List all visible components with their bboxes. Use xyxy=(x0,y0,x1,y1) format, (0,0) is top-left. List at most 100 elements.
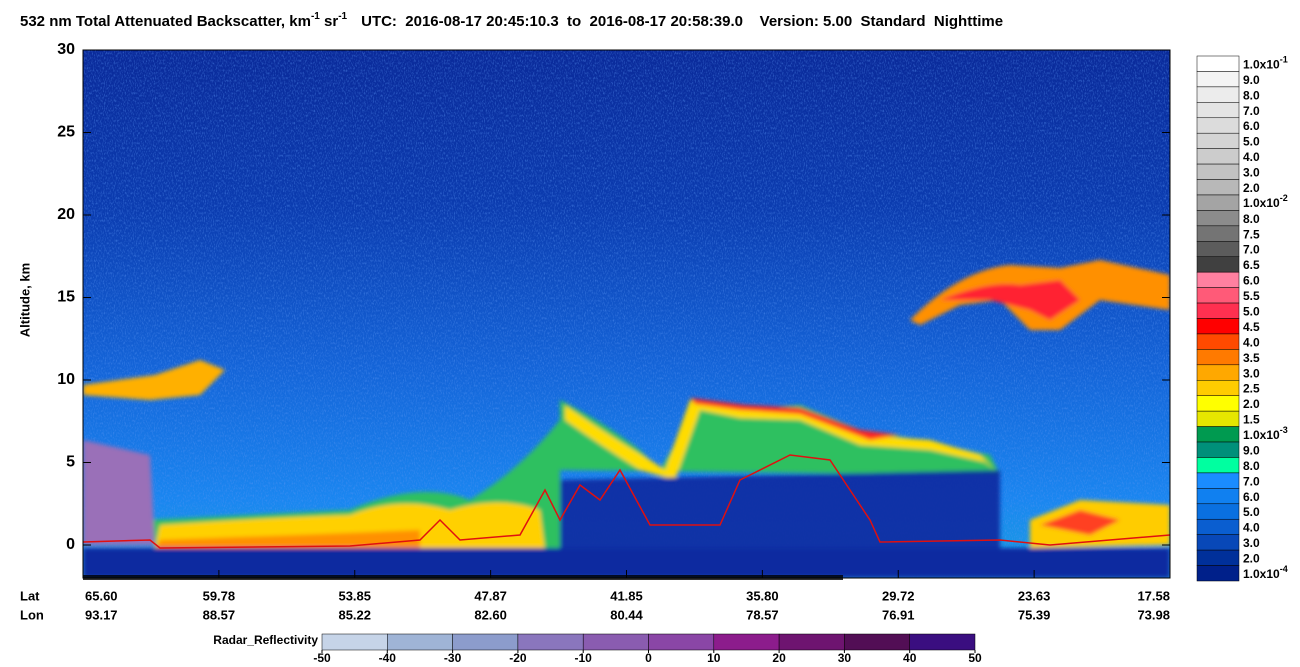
lon-title: Lon xyxy=(20,607,44,622)
lat-label: 53.85 xyxy=(338,588,371,603)
colorbar-label-exponent: -3 xyxy=(1280,425,1288,435)
colorbar-label: 3.5 xyxy=(1243,351,1260,365)
radar-cell xyxy=(582,633,649,651)
colorbar-label: 5.0 xyxy=(1243,304,1260,318)
lat-label: 47.87 xyxy=(474,588,507,603)
colorbar-cell xyxy=(1196,488,1240,505)
colorbar-label: 4.5 xyxy=(1243,320,1260,334)
radar-cell xyxy=(387,633,453,651)
colorbar-cell xyxy=(1196,318,1240,335)
radar-cell xyxy=(517,633,584,651)
colorbar-label-mantissa: 1.0x10 xyxy=(1243,567,1280,581)
colorbar-label: 2.0 xyxy=(1243,552,1260,566)
colorbar-cell xyxy=(1196,534,1240,551)
colorbar-cell xyxy=(1196,503,1240,520)
colorbar-label: 3.0 xyxy=(1243,366,1260,380)
radar-tick-label: -20 xyxy=(509,651,527,665)
colorbar-cell xyxy=(1196,457,1240,474)
colorbar-label: 7.0 xyxy=(1243,104,1260,118)
colorbar-cell xyxy=(1196,426,1240,443)
colorbar-cell xyxy=(1196,179,1240,196)
y-axis-label: Altitude, km xyxy=(17,263,32,337)
colorbar-label: 7.5 xyxy=(1243,227,1260,241)
colorbar-cell xyxy=(1196,349,1240,366)
colorbar-label-exponent: -1 xyxy=(1280,55,1288,65)
colorbar-cell xyxy=(1196,380,1240,396)
radar-cell xyxy=(648,633,715,651)
lon-label: 82.60 xyxy=(474,607,507,622)
colorbar-cell xyxy=(1196,333,1240,350)
colorbar-label: 6.0 xyxy=(1243,274,1260,288)
radar-cell xyxy=(713,633,780,651)
colorbar-cell xyxy=(1196,441,1240,458)
colorbar-cell xyxy=(1196,210,1240,227)
surface-flag xyxy=(83,575,843,580)
colorbar-label: 9.0 xyxy=(1243,443,1260,457)
colorbar-label-mantissa: 1.0x10 xyxy=(1243,196,1280,210)
lon-label: 73.98 xyxy=(1137,607,1170,622)
colorbar-label: 7.0 xyxy=(1243,243,1260,257)
colorbar-cell xyxy=(1196,102,1240,119)
radar-cell xyxy=(321,633,388,651)
colorbar-label: 8.0 xyxy=(1243,459,1260,473)
lat-label: 29.72 xyxy=(882,588,915,603)
y-tick-label: 15 xyxy=(57,289,75,306)
radar-cell xyxy=(778,633,845,651)
colorbar-cell xyxy=(1196,271,1240,288)
lat-label: 23.63 xyxy=(1018,588,1051,603)
colorbar-label: 5.5 xyxy=(1243,289,1260,303)
colorbar-label-mantissa: 1.0x10 xyxy=(1243,428,1280,442)
lat-label: 17.58 xyxy=(1137,588,1170,603)
colorbar-label-exponent: -4 xyxy=(1280,564,1288,574)
colorbar-cell xyxy=(1196,241,1240,257)
colorbar-cell xyxy=(1196,55,1240,72)
lon-label: 76.91 xyxy=(882,607,915,622)
y-tick-label: 30 xyxy=(57,41,75,58)
colorbar-cell xyxy=(1196,256,1240,273)
colorbar: 1.0x10-19.08.07.06.05.04.03.02.01.0x10-2… xyxy=(1196,55,1288,582)
title: 532 nm Total Attenuated Backscatter, km-… xyxy=(20,11,1003,30)
radar-tick-label: 0 xyxy=(645,651,652,665)
colorbar-label: 3.0 xyxy=(1243,166,1260,180)
y-tick-label: 5 xyxy=(66,454,75,471)
colorbar-label: 1.0x10-1 xyxy=(1243,55,1288,72)
colorbar-cell xyxy=(1196,148,1240,165)
lon-label: 78.57 xyxy=(746,607,779,622)
colorbar-label: 6.0 xyxy=(1243,119,1260,133)
colorbar-label: 2.5 xyxy=(1243,382,1260,396)
lat-label: 59.78 xyxy=(203,588,236,603)
colorbar-label: 4.0 xyxy=(1243,150,1260,164)
colorbar-cell xyxy=(1196,395,1240,412)
colorbar-label: 6.5 xyxy=(1243,258,1260,272)
y-tick-label: 20 xyxy=(57,206,75,223)
colorbar-cell xyxy=(1196,71,1240,88)
colorbar-cell xyxy=(1196,302,1240,319)
colorbar-label: 3.0 xyxy=(1243,536,1260,550)
colorbar-label: 2.0 xyxy=(1243,181,1260,195)
colorbar-label: 9.0 xyxy=(1243,73,1260,87)
colorbar-label-exponent: -2 xyxy=(1280,194,1288,204)
radar-tick-label: -40 xyxy=(379,651,397,665)
radar-tick-label: 10 xyxy=(707,651,721,665)
lat-label: 35.80 xyxy=(746,588,779,603)
radar-tick-label: -50 xyxy=(313,651,331,665)
colorbar-label: 1.0x10-2 xyxy=(1243,194,1288,211)
colorbar-cell xyxy=(1196,132,1240,149)
curtain-image xyxy=(83,50,1170,578)
colorbar-label: 7.0 xyxy=(1243,474,1260,488)
lat-label: 41.85 xyxy=(610,588,643,603)
radar-cell xyxy=(844,633,910,651)
colorbar-label: 4.0 xyxy=(1243,335,1260,349)
radar-cell xyxy=(909,633,976,651)
colorbar-cell xyxy=(1196,565,1240,582)
colorbar-cell xyxy=(1196,86,1240,103)
colorbar-cell xyxy=(1196,163,1240,180)
profile-line xyxy=(83,454,1170,549)
colorbar-cell xyxy=(1196,287,1240,304)
colorbar-label: 1.0x10-4 xyxy=(1243,564,1288,581)
colorbar-cell xyxy=(1196,364,1240,381)
lat-label: 65.60 xyxy=(85,588,118,603)
colorbar-label-mantissa: 1.0x10 xyxy=(1243,57,1280,71)
colorbar-label: 4.0 xyxy=(1243,521,1260,535)
colorbar-cell xyxy=(1196,117,1240,134)
